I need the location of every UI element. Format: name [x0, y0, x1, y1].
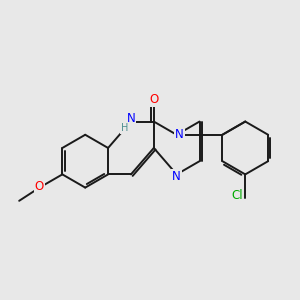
Text: Cl: Cl	[232, 189, 244, 202]
Text: N: N	[127, 112, 135, 125]
Text: O: O	[149, 93, 158, 106]
Text: N: N	[175, 128, 184, 141]
Text: N: N	[172, 170, 181, 183]
Text: H: H	[121, 123, 128, 133]
Text: O: O	[35, 180, 44, 193]
